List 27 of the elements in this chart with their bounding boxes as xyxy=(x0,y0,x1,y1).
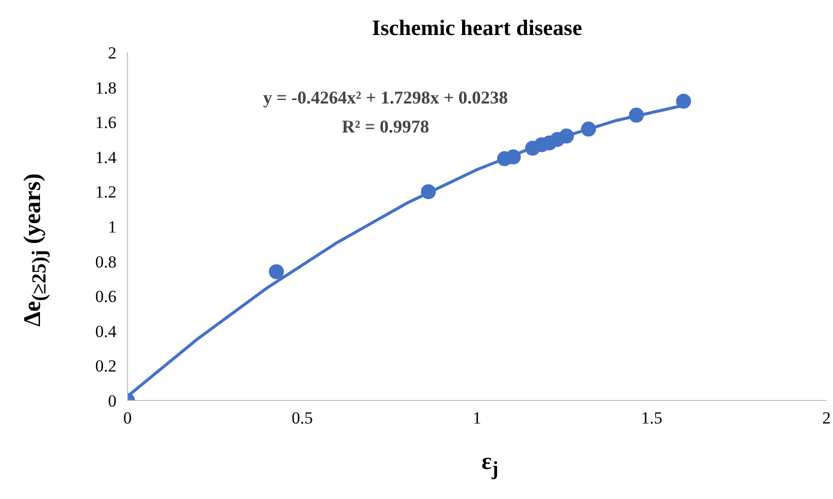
y-tick-label: 0.2 xyxy=(95,356,116,376)
x-tick-label: 0 xyxy=(123,408,132,428)
point xyxy=(676,94,692,109)
y-tick-label: 0 xyxy=(108,392,116,410)
point xyxy=(420,184,436,200)
y-tick-label: 0.4 xyxy=(95,322,117,341)
annotation: y = -0.4264x² + 1.7298x + 0.0238 xyxy=(263,88,508,108)
y-tick-label: 1.2 xyxy=(95,182,116,202)
point xyxy=(506,149,521,164)
point xyxy=(558,128,574,144)
y-tick-label: 2 xyxy=(108,44,116,62)
x-tick-label: 2 xyxy=(822,408,831,428)
point xyxy=(580,122,596,137)
annotation: R² = 0.9978 xyxy=(342,116,430,136)
point xyxy=(268,264,284,280)
x-tick-label: 1 xyxy=(472,408,482,428)
x-tick-label: 0.5 xyxy=(292,408,313,428)
point xyxy=(628,108,644,123)
y-tick-label: 0.8 xyxy=(95,252,116,272)
x-tick-label: 1.5 xyxy=(641,408,662,428)
y-tick-label: 0.6 xyxy=(95,287,116,306)
x-axis-title: ε$_{j}$ xyxy=(480,448,500,482)
y-tick-label: 1.4 xyxy=(95,148,117,167)
chart-title: Ischemic heart disease xyxy=(372,15,582,40)
y-tick-label: 1 xyxy=(108,218,116,236)
y-tick-label: 1.6 xyxy=(95,113,116,132)
y-tick-label: 1.8 xyxy=(95,78,116,98)
